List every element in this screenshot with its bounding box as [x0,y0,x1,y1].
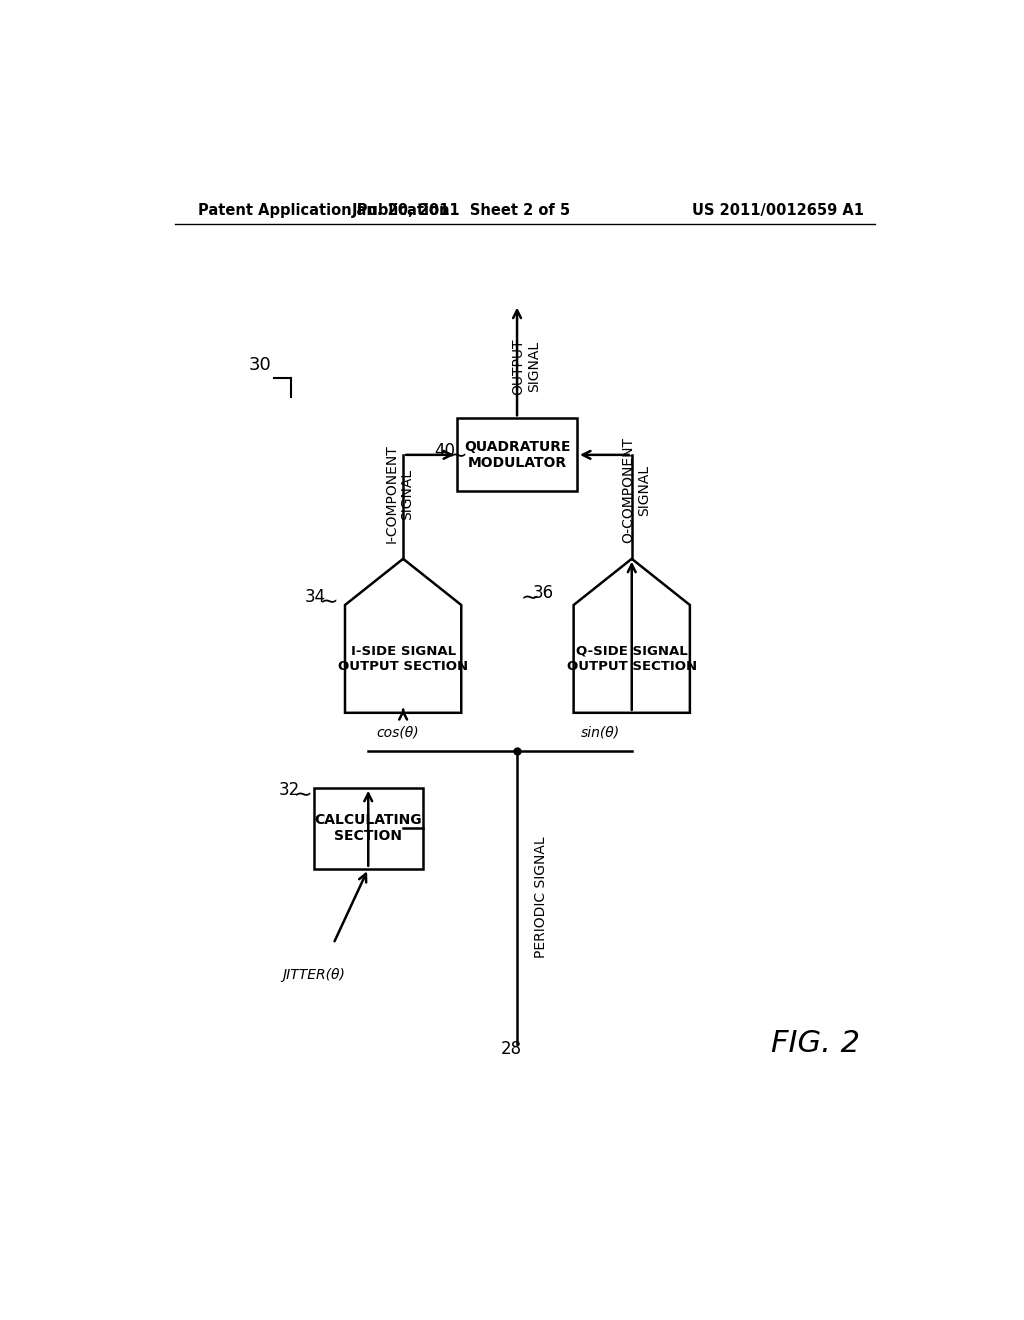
Text: ∼: ∼ [449,446,468,466]
Text: 30: 30 [249,356,271,374]
Text: I-SIDE SIGNAL
OUTPUT SECTION: I-SIDE SIGNAL OUTPUT SECTION [338,645,468,673]
Text: CALCULATING
SECTION: CALCULATING SECTION [314,813,422,843]
Text: ∼: ∼ [319,591,338,612]
Text: 40: 40 [434,442,455,459]
Text: 28: 28 [501,1040,521,1059]
Text: FIG. 2: FIG. 2 [771,1030,860,1059]
Text: Jan. 20, 2011  Sheet 2 of 5: Jan. 20, 2011 Sheet 2 of 5 [351,203,570,218]
Text: OUTPUT
SIGNAL: OUTPUT SIGNAL [511,339,542,395]
Text: US 2011/0012659 A1: US 2011/0012659 A1 [692,203,864,218]
Text: Q-COMPONENT
SIGNAL: Q-COMPONENT SIGNAL [621,437,650,544]
Text: Q-SIDE SIGNAL
OUTPUT SECTION: Q-SIDE SIGNAL OUTPUT SECTION [566,645,696,673]
Text: I-COMPONENT
SIGNAL: I-COMPONENT SIGNAL [384,445,415,544]
Text: sin(θ): sin(θ) [581,726,621,739]
Text: JITTER(θ): JITTER(θ) [283,968,345,982]
Bar [314,788,423,869]
Text: 34: 34 [304,589,326,606]
Text: PERIODIC SIGNAL: PERIODIC SIGNAL [535,837,548,958]
Text: 32: 32 [279,781,300,799]
Text: ∼: ∼ [521,589,540,609]
Text: cos(θ): cos(θ) [376,726,419,739]
Polygon shape [573,558,690,713]
Text: 36: 36 [532,585,554,602]
Text: QUADRATURE
MODULATOR: QUADRATURE MODULATOR [464,440,570,470]
Text: Patent Application Publication: Patent Application Publication [198,203,450,218]
Text: ∼: ∼ [294,784,312,804]
Polygon shape [345,558,461,713]
Bar [457,418,578,491]
